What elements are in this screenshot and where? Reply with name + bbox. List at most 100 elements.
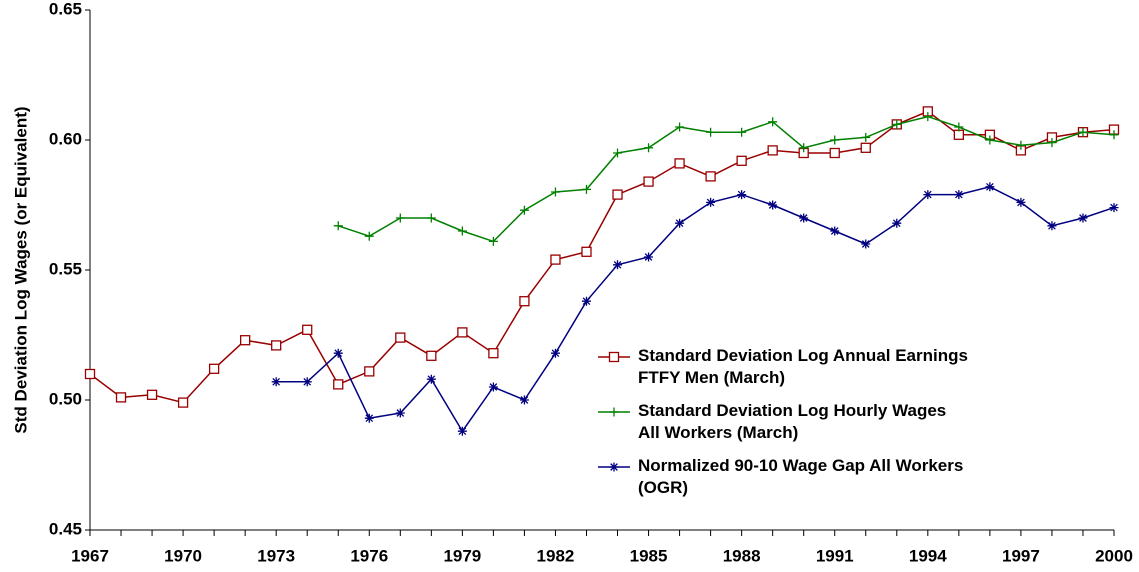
marker xyxy=(426,350,437,361)
marker-shape xyxy=(1047,138,1057,148)
marker xyxy=(861,132,871,142)
marker-shape xyxy=(84,368,96,380)
marker xyxy=(613,260,623,270)
legend-marker xyxy=(608,351,620,363)
marker-shape xyxy=(550,348,560,358)
marker xyxy=(550,187,560,197)
marker-shape xyxy=(1109,130,1119,140)
marker xyxy=(426,374,436,384)
marker-shape xyxy=(609,462,619,472)
marker-shape xyxy=(799,213,809,223)
marker-shape xyxy=(609,407,619,417)
legend-marker xyxy=(609,407,619,417)
marker-shape xyxy=(1016,140,1026,150)
x-tick-label: 1994 xyxy=(909,546,947,565)
marker xyxy=(954,122,964,132)
marker xyxy=(799,213,809,223)
marker-shape xyxy=(799,143,809,153)
marker xyxy=(364,413,374,423)
marker-shape xyxy=(302,377,312,387)
x-tick-label: 1997 xyxy=(1002,546,1040,565)
marker-shape xyxy=(705,171,716,182)
marker xyxy=(736,155,747,166)
marker xyxy=(861,239,871,249)
marker xyxy=(612,189,623,200)
marker-shape xyxy=(271,340,282,351)
marker-shape xyxy=(768,200,778,210)
marker-shape xyxy=(426,213,436,223)
marker xyxy=(675,122,685,132)
legend-label: Standard Deviation Log Hourly Wages All W… xyxy=(638,401,946,442)
marker xyxy=(1078,213,1088,223)
marker xyxy=(860,142,871,153)
marker xyxy=(613,148,623,158)
marker-shape xyxy=(457,426,467,436)
marker-shape xyxy=(674,158,685,169)
marker xyxy=(923,190,933,200)
marker xyxy=(830,135,840,145)
marker-shape xyxy=(892,218,902,228)
marker xyxy=(84,368,96,380)
marker xyxy=(364,231,374,241)
marker-shape xyxy=(706,127,716,137)
marker xyxy=(302,324,313,335)
marker xyxy=(240,335,251,346)
marker-shape xyxy=(208,363,220,374)
marker-shape xyxy=(395,332,406,343)
marker xyxy=(643,176,654,187)
marker xyxy=(457,327,468,338)
marker xyxy=(426,213,436,223)
marker-shape xyxy=(706,197,716,207)
marker-shape xyxy=(395,408,405,418)
y-axis-label: Std Deviation Log Wages (or Equivalent) xyxy=(11,106,30,433)
marker xyxy=(1016,197,1026,207)
marker xyxy=(1078,127,1088,137)
y-tick-label: 0.45 xyxy=(49,519,82,538)
x-tick-label: 1988 xyxy=(723,546,761,565)
marker xyxy=(675,218,685,228)
marker-shape xyxy=(519,296,530,307)
marker xyxy=(457,426,467,436)
x-tick-label: 2000 xyxy=(1095,546,1133,565)
x-tick-label: 1991 xyxy=(816,546,854,565)
marker-shape xyxy=(892,119,902,129)
marker xyxy=(799,143,809,153)
marker xyxy=(768,200,778,210)
marker-shape xyxy=(364,413,374,423)
marker xyxy=(457,226,467,236)
marker-shape xyxy=(457,226,467,236)
marker-shape xyxy=(736,155,747,166)
marker xyxy=(395,332,406,343)
marker xyxy=(644,143,654,153)
marker-shape xyxy=(1016,197,1026,207)
marker-shape xyxy=(830,135,840,145)
marker-shape xyxy=(675,122,685,132)
marker-shape xyxy=(829,147,840,159)
marker-shape xyxy=(488,348,499,359)
marker xyxy=(706,197,716,207)
marker-shape xyxy=(1078,213,1088,223)
marker xyxy=(953,129,964,140)
marker xyxy=(830,226,840,236)
marker xyxy=(395,408,405,418)
marker xyxy=(581,246,592,257)
marker-shape xyxy=(985,135,995,145)
marker xyxy=(1016,140,1026,150)
marker xyxy=(1047,138,1057,148)
marker-shape xyxy=(861,239,871,249)
marker xyxy=(115,392,127,403)
x-tick-label: 1973 xyxy=(257,546,295,565)
legend-label-line: (OGR) xyxy=(638,478,688,497)
marker-shape xyxy=(240,335,251,346)
marker-shape xyxy=(675,218,685,228)
x-tick-label: 1967 xyxy=(71,546,109,565)
marker xyxy=(705,171,716,182)
marker xyxy=(519,296,530,307)
y-tick-label: 0.55 xyxy=(49,259,82,278)
marker xyxy=(177,397,189,408)
marker-shape xyxy=(395,213,405,223)
marker-shape xyxy=(954,122,964,132)
marker-shape xyxy=(643,176,654,187)
marker-shape xyxy=(767,145,778,156)
